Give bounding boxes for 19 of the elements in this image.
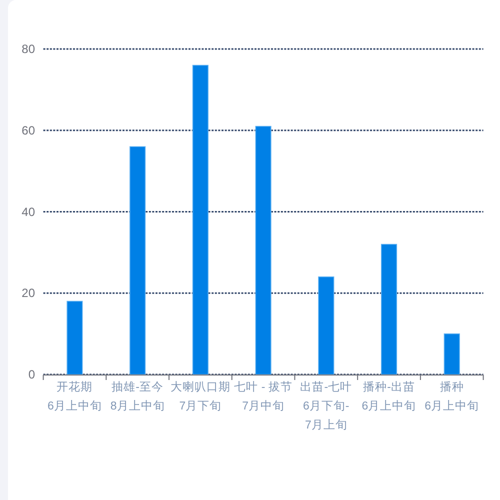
x-tick-label: 出苗-七叶 6月下旬-7月上旬	[300, 380, 352, 432]
bar	[192, 64, 208, 375]
y-tick-label: 60	[22, 123, 36, 138]
x-tick-label: 播种 6月上中旬	[424, 380, 480, 412]
x-tick-label: 播种-出苗 6月上中旬	[362, 380, 416, 412]
bar	[255, 126, 272, 375]
bar	[318, 276, 334, 375]
bar	[444, 333, 460, 375]
x-tick-label: 开花期 6月上中旬	[48, 380, 102, 412]
bar	[66, 300, 83, 375]
x-tick-label: 大喇叭口期 7月下旬	[170, 380, 230, 412]
bar	[380, 244, 398, 375]
bar	[130, 146, 146, 375]
x-tick-label: 抽雄-至今 8月上中旬	[110, 380, 165, 412]
y-tick-label: 20	[22, 286, 36, 300]
x-tick-label: 七叶 - 拔节 7月中旬	[234, 380, 292, 412]
y-tick-label: 80	[22, 42, 36, 56]
y-tick-label: 40	[22, 204, 36, 219]
y-tick-label: 0	[28, 368, 36, 382]
